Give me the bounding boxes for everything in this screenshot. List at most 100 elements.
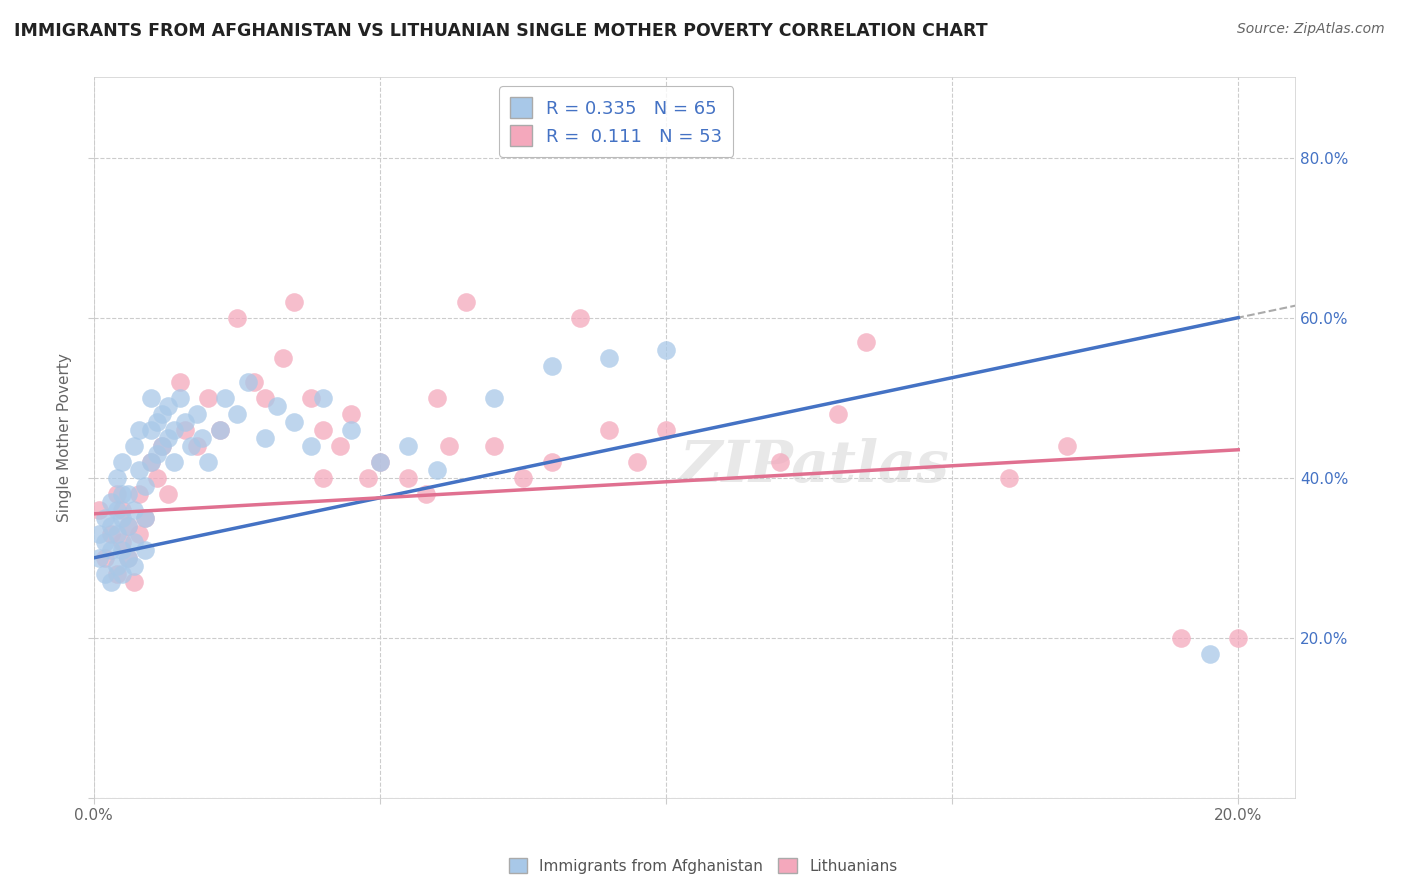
Point xyxy=(225,407,247,421)
Point xyxy=(89,526,111,541)
Point xyxy=(415,487,437,501)
Legend: Immigrants from Afghanistan, Lithuanians: Immigrants from Afghanistan, Lithuanians xyxy=(502,852,904,880)
Point xyxy=(197,391,219,405)
Point xyxy=(145,471,167,485)
Point xyxy=(311,423,333,437)
Point xyxy=(238,375,260,389)
Point xyxy=(111,534,134,549)
Point xyxy=(163,455,186,469)
Point xyxy=(105,526,128,541)
Point xyxy=(145,447,167,461)
Point xyxy=(186,439,208,453)
Point xyxy=(626,455,648,469)
Point xyxy=(1198,647,1220,661)
Point xyxy=(105,487,128,501)
Point xyxy=(111,455,134,469)
Point xyxy=(163,423,186,437)
Point xyxy=(299,391,322,405)
Point xyxy=(186,407,208,421)
Point xyxy=(100,518,122,533)
Point xyxy=(89,550,111,565)
Point xyxy=(398,471,420,485)
Point xyxy=(169,391,191,405)
Point xyxy=(157,487,180,501)
Point xyxy=(117,550,139,565)
Point xyxy=(426,391,449,405)
Point xyxy=(139,391,162,405)
Point xyxy=(122,534,145,549)
Point xyxy=(100,574,122,589)
Point xyxy=(105,558,128,573)
Point xyxy=(191,431,214,445)
Point xyxy=(426,463,449,477)
Point xyxy=(827,407,849,421)
Point xyxy=(1056,439,1078,453)
Legend: R = 0.335   N = 65, R =  0.111   N = 53: R = 0.335 N = 65, R = 0.111 N = 53 xyxy=(499,87,733,157)
Point xyxy=(225,310,247,325)
Point xyxy=(540,359,562,373)
Point xyxy=(655,343,678,357)
Point xyxy=(855,334,877,349)
Point xyxy=(357,471,380,485)
Point xyxy=(271,351,294,365)
Point xyxy=(145,415,167,429)
Point xyxy=(340,423,363,437)
Point xyxy=(180,439,202,453)
Point xyxy=(94,534,117,549)
Text: ZIPatlas: ZIPatlas xyxy=(681,438,949,495)
Point xyxy=(157,399,180,413)
Point xyxy=(283,294,305,309)
Point xyxy=(174,423,197,437)
Point xyxy=(139,455,162,469)
Point xyxy=(368,455,391,469)
Point xyxy=(1227,631,1250,645)
Point xyxy=(139,455,162,469)
Point xyxy=(598,351,620,365)
Point xyxy=(150,407,173,421)
Text: Source: ZipAtlas.com: Source: ZipAtlas.com xyxy=(1237,22,1385,37)
Point xyxy=(454,294,477,309)
Point xyxy=(134,542,156,557)
Point xyxy=(134,511,156,525)
Point xyxy=(311,471,333,485)
Point xyxy=(89,503,111,517)
Point xyxy=(150,439,173,453)
Point xyxy=(122,439,145,453)
Point xyxy=(266,399,288,413)
Point xyxy=(139,423,162,437)
Point xyxy=(569,310,592,325)
Point xyxy=(94,550,117,565)
Point xyxy=(128,423,150,437)
Point xyxy=(134,479,156,493)
Point xyxy=(598,423,620,437)
Point xyxy=(134,511,156,525)
Point xyxy=(111,511,134,525)
Point xyxy=(111,503,134,517)
Point xyxy=(117,518,139,533)
Point xyxy=(100,526,122,541)
Point xyxy=(117,518,139,533)
Point xyxy=(368,455,391,469)
Point xyxy=(329,439,352,453)
Point xyxy=(128,463,150,477)
Point xyxy=(111,566,134,581)
Point xyxy=(254,431,277,445)
Point xyxy=(299,439,322,453)
Point xyxy=(128,526,150,541)
Point xyxy=(174,415,197,429)
Point xyxy=(157,431,180,445)
Point xyxy=(243,375,266,389)
Point xyxy=(100,542,122,557)
Point xyxy=(484,439,506,453)
Point xyxy=(254,391,277,405)
Point xyxy=(214,391,236,405)
Point xyxy=(340,407,363,421)
Point xyxy=(94,511,117,525)
Point xyxy=(94,566,117,581)
Point xyxy=(208,423,231,437)
Point xyxy=(197,455,219,469)
Point xyxy=(111,487,134,501)
Point xyxy=(100,495,122,509)
Point xyxy=(484,391,506,405)
Point xyxy=(398,439,420,453)
